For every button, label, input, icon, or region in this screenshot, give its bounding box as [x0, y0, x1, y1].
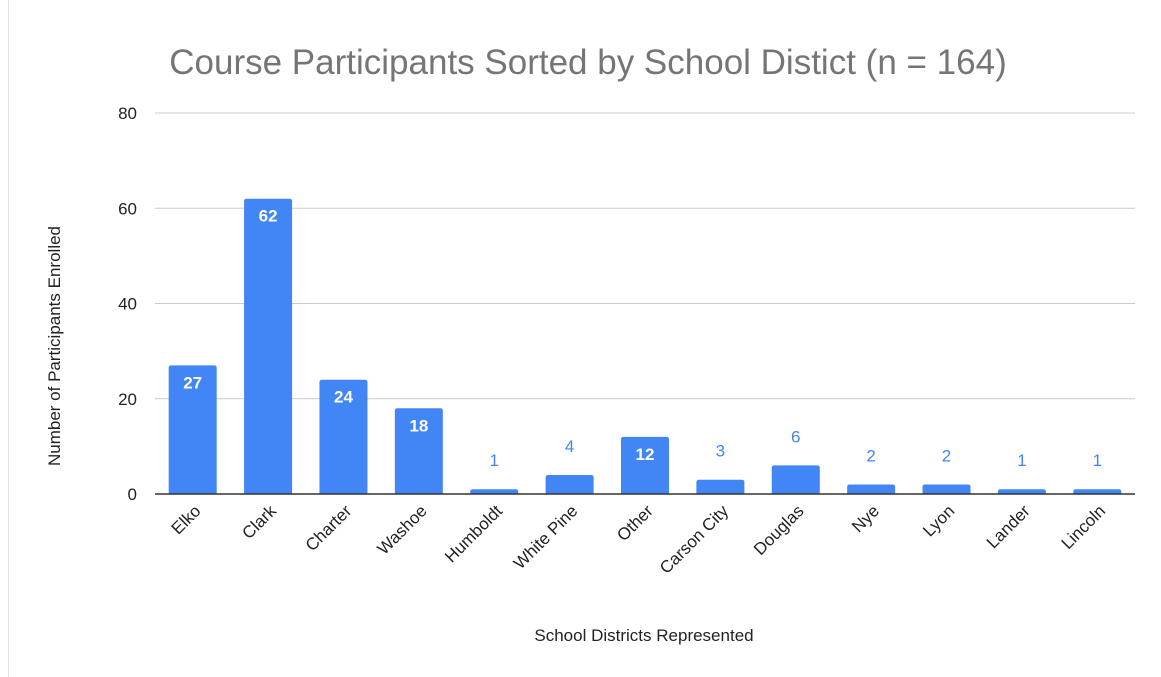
- data-label: 3: [716, 442, 725, 461]
- bar: [1073, 489, 1122, 494]
- bar: [847, 484, 896, 494]
- x-tick-label: Nye: [848, 501, 883, 536]
- bar: [470, 489, 519, 494]
- bar: [244, 198, 293, 494]
- bar: [771, 465, 820, 494]
- x-tick-label: Charter: [302, 501, 356, 555]
- x-tick-label: Other: [613, 501, 657, 545]
- gridlines: [155, 112, 1135, 400]
- data-label: 1: [1017, 451, 1026, 470]
- y-tick-label: 60: [118, 199, 137, 218]
- bar: [922, 484, 971, 494]
- data-label: 62: [259, 207, 278, 226]
- bar: [696, 479, 745, 494]
- x-axis-label: School Districts Represented: [534, 626, 753, 645]
- bar: [545, 474, 594, 494]
- data-label: 18: [409, 416, 428, 435]
- y-tick-label: 0: [128, 485, 137, 504]
- data-label: 1: [1093, 451, 1102, 470]
- x-axis-ticks: Elko Clark Charter Washoe Humboldt White Pine…: [168, 501, 1109, 578]
- data-label: 6: [791, 427, 800, 446]
- left-border: [8, 0, 9, 677]
- x-tick-label: Lincoln: [1058, 501, 1110, 553]
- bar: [168, 365, 217, 494]
- x-tick-label: Humboldt: [441, 501, 506, 566]
- x-tick-label: Lyon: [919, 501, 958, 540]
- bar: [997, 489, 1046, 494]
- bar: [394, 408, 443, 494]
- chart-title: Course Participants Sorted by School Dis…: [169, 43, 1006, 82]
- x-tick-label: White Pine: [510, 501, 582, 573]
- y-tick-label: 20: [118, 390, 137, 409]
- y-axis-ticks: 0 20 40 60 80: [118, 104, 137, 504]
- data-label: 27: [183, 373, 202, 392]
- y-tick-label: 80: [118, 104, 137, 123]
- bars: [168, 198, 1122, 494]
- data-label: 2: [942, 446, 951, 465]
- y-axis-label: Number of Participants Enrolled: [45, 226, 64, 466]
- data-label: 1: [489, 451, 498, 470]
- x-tick-label: Washoe: [374, 501, 431, 558]
- x-tick-label: Douglas: [750, 501, 808, 559]
- data-label: 12: [636, 445, 655, 464]
- data-label: 2: [866, 446, 875, 465]
- data-label: 4: [565, 437, 574, 456]
- bar: [621, 436, 669, 494]
- x-tick-label: Carson City: [656, 501, 733, 578]
- x-tick-label: Elko: [168, 501, 205, 538]
- y-tick-label: 40: [118, 295, 137, 314]
- bar: [319, 379, 368, 494]
- data-label: 24: [334, 388, 353, 407]
- x-tick-label: Lander: [983, 501, 1034, 552]
- x-tick-label: Clark: [238, 501, 280, 543]
